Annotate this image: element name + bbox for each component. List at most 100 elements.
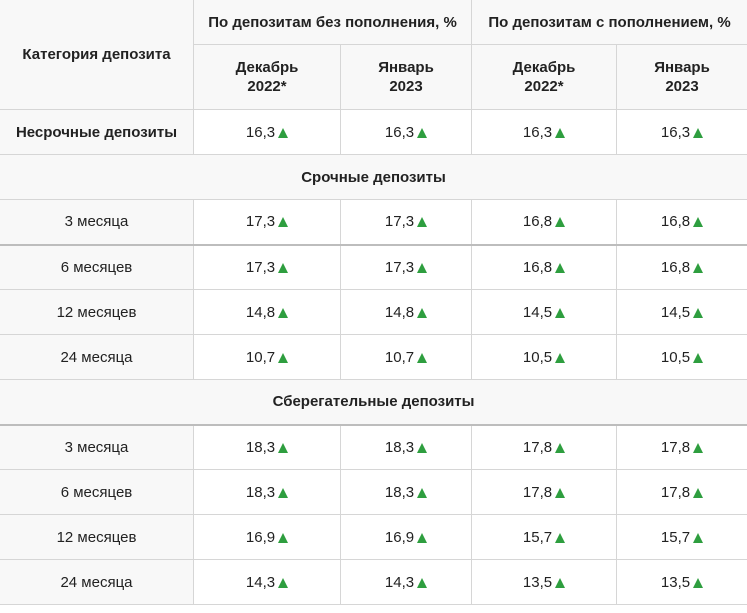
rate-cell: 16,3 [616,109,747,155]
rate-cell: 17,8 [471,469,618,515]
triangle-up-icon [417,262,428,273]
rate-cell: 17,3 [339,199,473,246]
triangle-up-icon [417,442,428,453]
triangle-up-icon [278,577,289,588]
triangle-up-icon [693,487,704,498]
rate-cell: 15,7 [616,514,747,560]
triangle-up-icon [417,217,428,228]
triangle-up-icon [417,532,428,543]
triangle-up-icon [555,442,566,453]
triangle-up-icon [417,307,428,318]
section-title: Сберегательные депозиты [0,379,747,426]
table-row: 12 месяцев 16,9 16,9 15,7 15,7 [0,514,747,560]
triangle-up-icon [417,577,428,588]
row-label: 12 месяцев [0,514,194,560]
table-row: Несрочные депозиты 16,3 16,3 16,3 16,3 [0,109,747,155]
triangle-up-icon [278,352,289,363]
triangle-up-icon [693,352,704,363]
rate-cell: 14,3 [193,559,341,605]
table-row: 6 месяцев 18,3 18,3 17,8 17,8 [0,469,747,515]
rate-cell: 16,9 [193,514,341,560]
triangle-up-icon [555,307,566,318]
triangle-up-icon [693,127,704,138]
triangle-up-icon [278,307,289,318]
rate-cell: 14,8 [339,289,473,335]
table-row: 6 месяцев 17,3 17,3 16,8 16,8 [0,244,747,290]
rate-cell: 17,8 [471,424,618,470]
table-row: 3 месяца 18,3 18,3 17,8 17,8 [0,424,747,470]
triangle-up-icon [278,487,289,498]
row-label: 3 месяца [0,424,194,470]
rate-cell: 16,3 [471,109,618,155]
rate-cell: 16,8 [471,199,618,246]
group-header-with-topup: По депозитам с пополнением, % [471,0,747,45]
triangle-up-icon [693,577,704,588]
category-header: Категория депозита [0,0,194,110]
triangle-up-icon [278,262,289,273]
triangle-up-icon [278,217,289,228]
rate-cell: 18,3 [339,469,473,515]
table-row: 3 месяца 17,3 17,3 16,8 16,8 [0,199,747,246]
period-header: Январь 2023 [616,44,747,110]
triangle-up-icon [693,532,704,543]
rate-cell: 17,8 [616,469,747,515]
triangle-up-icon [555,352,566,363]
rate-cell: 13,5 [616,559,747,605]
rate-cell: 10,7 [339,334,473,380]
triangle-up-icon [555,577,566,588]
triangle-up-icon [417,352,428,363]
table-row: 24 месяца 14,3 14,3 13,5 13,5 [0,559,747,605]
triangle-up-icon [555,262,566,273]
triangle-up-icon [693,307,704,318]
rate-cell: 16,8 [616,199,747,246]
row-label: 12 месяцев [0,289,194,335]
rate-cell: 10,5 [471,334,618,380]
rate-cell: 17,3 [339,244,473,290]
triangle-up-icon [417,487,428,498]
rate-cell: 16,3 [339,109,473,155]
rate-cell: 16,8 [616,244,747,290]
rate-cell: 17,3 [193,244,341,290]
rate-cell: 17,3 [193,199,341,246]
rate-cell: 14,5 [471,289,618,335]
triangle-up-icon [278,442,289,453]
rate-cell: 10,5 [616,334,747,380]
triangle-up-icon [693,217,704,228]
rate-cell: 17,8 [616,424,747,470]
rate-cell: 14,3 [339,559,473,605]
triangle-up-icon [693,262,704,273]
section-title: Срочные депозиты [0,154,747,200]
period-header: Январь 2023 [339,44,473,110]
rate-cell: 15,7 [471,514,618,560]
rate-cell: 18,3 [193,469,341,515]
period-header: Декабрь 2022* [193,44,341,110]
row-label: 24 месяца [0,559,194,605]
table-row: 24 месяца 10,7 10,7 10,5 10,5 [0,334,747,380]
triangle-up-icon [555,217,566,228]
row-label: 24 месяца [0,334,194,380]
row-label: 6 месяцев [0,469,194,515]
rate-cell: 10,7 [193,334,341,380]
table-row: 12 месяцев 14,8 14,8 14,5 14,5 [0,289,747,335]
triangle-up-icon [555,487,566,498]
rate-cell: 18,3 [339,424,473,470]
triangle-up-icon [278,127,289,138]
rate-cell: 16,8 [471,244,618,290]
triangle-up-icon [278,532,289,543]
triangle-up-icon [417,127,428,138]
rate-cell: 16,9 [339,514,473,560]
rate-cell: 18,3 [193,424,341,470]
rate-cell: 14,8 [193,289,341,335]
period-header: Декабрь 2022* [471,44,618,110]
row-label: 3 месяца [0,199,194,246]
triangle-up-icon [555,127,566,138]
triangle-up-icon [693,442,704,453]
row-label: Несрочные депозиты [0,109,194,155]
group-header-no-topup: По депозитам без пополнения, % [192,0,473,45]
row-label: 6 месяцев [0,244,194,290]
triangle-up-icon [555,532,566,543]
rate-cell: 16,3 [193,109,341,155]
rate-cell: 13,5 [471,559,618,605]
rate-cell: 14,5 [616,289,747,335]
